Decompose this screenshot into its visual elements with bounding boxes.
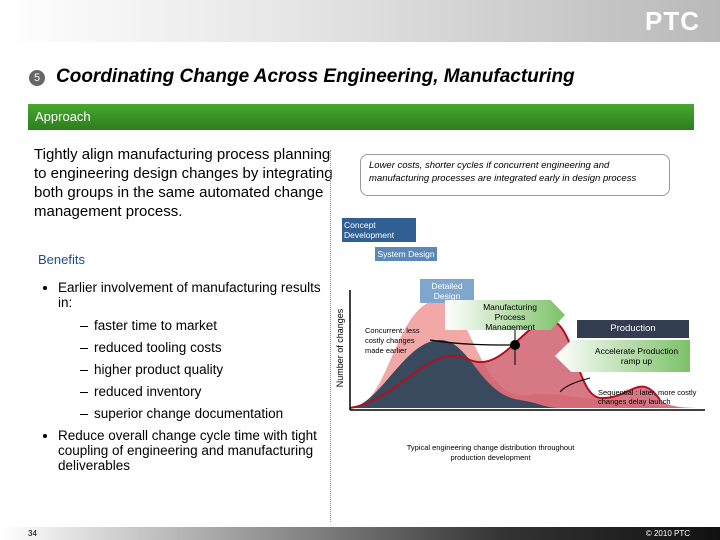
phase-label: System Design [375, 247, 437, 261]
phase-label: Accelerate Production ramp up [555, 340, 690, 372]
header-band [0, 0, 720, 42]
copyright: © 2010 PTC [645, 529, 690, 538]
logo: PTC [645, 6, 700, 36]
callout: Lower costs, shorter cycles if concurren… [360, 154, 670, 196]
marker-dot [510, 340, 520, 350]
intro: Tightly align manufacturing process plan… [34, 146, 333, 220]
y-axis-label: Number of changes [335, 308, 345, 388]
phase-label: Detailed Design [420, 279, 474, 303]
diagram-caption: Typical engineering change distribution … [406, 443, 575, 462]
benefits-list: Earlier involvement of manufacturing res… [40, 280, 325, 479]
bullet-text: Earlier involvement of manufacturing res… [58, 280, 321, 310]
sub-bullet: reduced tooling costs [80, 340, 325, 355]
divider [330, 150, 332, 522]
benefits-heading: Benefits [38, 252, 85, 267]
arrow [559, 377, 591, 393]
slide-number: 5 [29, 70, 45, 86]
sub-bullet: reduced inventory [80, 384, 325, 399]
page-number: 34 [28, 529, 37, 538]
bullet: Reduce overall change cycle time with ti… [58, 428, 325, 473]
sub-bullet: faster time to market [80, 318, 325, 333]
phase-label: Production [577, 320, 689, 338]
footer-band [0, 527, 720, 540]
title: Coordinating Change Across Engineering, … [56, 66, 575, 87]
sequential-note: Sequential : later, more costly changes … [598, 388, 697, 406]
sub-bullet: superior change documentation [80, 406, 325, 421]
phase-label: Concept Development [342, 218, 416, 242]
concurrent-area [350, 340, 560, 408]
bullet: Earlier involvement of manufacturing res… [58, 280, 325, 421]
phase-label: Manufacturing Process Management [445, 300, 565, 330]
arrow [429, 339, 511, 346]
section-bar: Approach [28, 104, 694, 130]
sub-bullet: higher product quality [80, 362, 325, 377]
concurrent-note: Concurrent: less costly changes made ear… [365, 326, 420, 355]
